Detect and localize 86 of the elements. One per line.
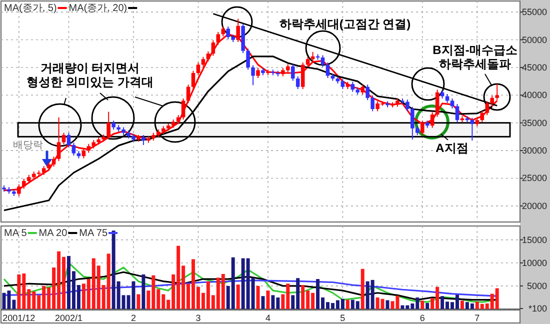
line-series — [3, 262, 498, 303]
candlestick — [246, 48, 250, 70]
candlestick — [406, 99, 410, 112]
y-tick-label: *100 — [528, 304, 547, 314]
candlestick — [66, 132, 71, 148]
bar — [360, 268, 364, 309]
y-tick-label: 20000 — [522, 200, 547, 211]
candlestick — [186, 84, 190, 104]
bar — [142, 274, 146, 309]
y-tick-label: 35000 — [522, 118, 547, 128]
annotation: B지점-매수급소 하락추세돌파 — [432, 43, 518, 71]
y-tick-label: 5000 — [526, 280, 547, 291]
candlestick — [306, 56, 310, 68]
candlestick — [296, 76, 300, 90]
y-tick-label: 40000 — [522, 90, 547, 100]
x-tick-label: 5 — [340, 313, 346, 323]
x-tick-label: 2 — [130, 313, 136, 323]
candlestick — [490, 95, 494, 106]
candlestick — [485, 100, 490, 116]
candlestick — [256, 68, 260, 78]
bar — [136, 294, 140, 309]
candlestick — [350, 81, 355, 92]
candlestick — [191, 70, 196, 90]
legend-label: MA(종가, 20) — [68, 3, 128, 14]
candlestick — [56, 116, 61, 162]
bar — [256, 286, 260, 309]
candlestick — [370, 95, 374, 112]
x-tick-label: 6 — [420, 313, 425, 323]
bar — [420, 300, 424, 309]
candlestick — [320, 54, 325, 68]
y-tick-label: 50000 — [522, 34, 547, 45]
candlestick — [480, 110, 484, 123]
candlestick — [340, 78, 345, 90]
candlestick — [430, 112, 434, 128]
line-series — [3, 280, 498, 297]
bar — [266, 290, 270, 309]
line-series — [3, 271, 498, 301]
y-tick-label: 25000 — [522, 173, 547, 184]
candlestick — [106, 111, 110, 140]
candlestick — [360, 84, 364, 96]
x-tick-label: 2001/12 — [2, 313, 36, 323]
y-tick-label: 45000 — [522, 62, 547, 72]
bar — [386, 300, 390, 309]
candlestick — [420, 120, 424, 136]
annotation: 하락추세대(고점간 연결) — [279, 17, 411, 31]
annotation: 배당락 — [13, 140, 43, 151]
candlestick — [410, 106, 414, 140]
candlestick — [435, 89, 440, 118]
x-tick-label: 2002/1 — [54, 313, 83, 323]
x-tick-label: 4 — [265, 313, 270, 323]
legend-label: MA(종가, 5) — [4, 3, 57, 14]
legend-label: MA 20 — [38, 228, 68, 239]
bar — [261, 296, 265, 309]
y-tick-label: 30000 — [522, 146, 547, 156]
candlestick — [300, 62, 305, 90]
y-tick-label: 10000 — [522, 258, 547, 268]
bar — [426, 303, 430, 309]
x-tick-label: 3 — [196, 313, 201, 323]
x-tick-label: 7 — [474, 313, 480, 323]
candlestick — [226, 26, 230, 40]
candlestick — [455, 104, 460, 123]
candlestick — [211, 40, 216, 56]
candlestick — [82, 148, 86, 159]
bar — [460, 300, 464, 309]
y-tick-label: 55000 — [522, 7, 547, 18]
candlestick — [290, 64, 295, 82]
candlestick — [72, 142, 76, 156]
candlestick — [366, 84, 370, 101]
bar — [236, 284, 240, 309]
candlestick — [181, 98, 186, 120]
candlestick — [196, 62, 200, 76]
annotation: A지점 — [436, 141, 468, 155]
candlestick — [326, 62, 330, 78]
legend-label: MA 75 — [79, 228, 108, 239]
y-tick-label: 15000 — [522, 234, 547, 245]
candlestick — [206, 50, 210, 62]
bar — [346, 300, 350, 309]
annotation: 거래량이 터지면서 형성한 의미있는 가격대 — [26, 61, 154, 89]
candlestick — [62, 132, 66, 145]
candlestick — [201, 56, 206, 68]
candlestick — [251, 64, 255, 86]
candlestick — [450, 98, 454, 109]
candlestick — [142, 134, 146, 146]
candlestick — [52, 156, 56, 168]
legend-label: MA 5 — [4, 228, 28, 239]
candlestick — [470, 117, 474, 142]
